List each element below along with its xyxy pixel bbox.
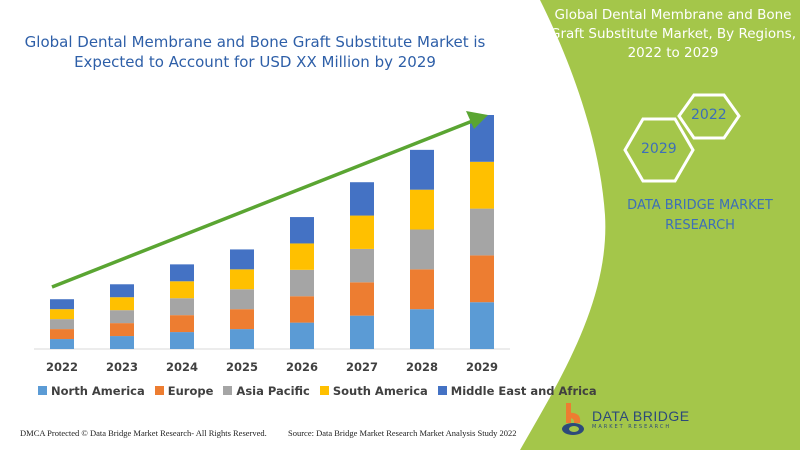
x-tick-2029: 2029 xyxy=(466,360,498,374)
bar-2025-europe xyxy=(230,309,254,330)
bar-2029-north-america xyxy=(470,302,494,349)
hex-label-2022: 2022 xyxy=(691,107,727,123)
bar-2026-south-america xyxy=(290,243,314,270)
bar-2025-asia-pacific xyxy=(230,289,254,310)
bar-2028-asia-pacific xyxy=(410,229,434,270)
bar-2022-north-america xyxy=(50,339,74,349)
trend-arrowhead xyxy=(466,111,488,129)
bar-2027-europe xyxy=(350,282,374,316)
logo-subtext: MARKET RESEARCH xyxy=(592,424,672,430)
brand-text: DATA BRIDGE MARKET RESEARCH xyxy=(627,198,773,233)
bar-2029-asia-pacific xyxy=(470,208,494,256)
x-tick-2022: 2022 xyxy=(46,360,78,374)
bar-2022-europe xyxy=(50,329,74,340)
bar-2029-south-america xyxy=(470,161,494,209)
panel-title: Global Dental Membrane and Bone Graft Su… xyxy=(550,7,796,61)
bar-2026-middle-east-and-africa xyxy=(290,217,314,244)
x-tick-2028: 2028 xyxy=(406,360,438,374)
bar-2026-north-america xyxy=(290,322,314,349)
chart-title: Global Dental Membrane and Bone Graft Su… xyxy=(24,33,486,71)
legend-label: Middle East and Africa xyxy=(450,384,597,398)
bar-2024-south-america xyxy=(170,281,194,299)
bar-2028-south-america xyxy=(410,189,434,230)
bars xyxy=(50,115,494,349)
bar-2028-middle-east-and-africa xyxy=(410,149,434,190)
bar-2025-south-america xyxy=(230,269,254,290)
bar-2027-north-america xyxy=(350,315,374,349)
bar-2024-middle-east-and-africa xyxy=(170,264,194,282)
legend-item-europe: Europe xyxy=(154,384,214,398)
bar-2028-europe xyxy=(410,269,434,310)
bar-2022-asia-pacific xyxy=(50,319,74,330)
legend-label: Europe xyxy=(167,384,214,398)
legend-item-middle-east-and-africa: Middle East and Africa xyxy=(437,384,597,398)
legend-swatch xyxy=(223,386,233,395)
trend-arrow xyxy=(51,118,476,289)
bar-2027-middle-east-and-africa xyxy=(350,182,374,216)
bar-2023-south-america xyxy=(110,297,134,311)
bar-2024-north-america xyxy=(170,332,194,349)
x-ticks: 2022 2023 2024 2025 2026 2027 2028 2029 xyxy=(46,360,498,374)
bar-2025-middle-east-and-africa xyxy=(230,249,254,270)
legend-label: South America xyxy=(332,384,428,398)
logo-icon xyxy=(562,403,584,435)
copyright: DMCA Protected © Data Bridge Market Rese… xyxy=(20,428,267,438)
bar-2023-north-america xyxy=(110,336,134,349)
bar-2023-asia-pacific xyxy=(110,310,134,324)
bar-2026-europe xyxy=(290,296,314,323)
x-tick-2025: 2025 xyxy=(226,360,258,374)
hexagon-2029 xyxy=(623,117,695,183)
x-tick-2027: 2027 xyxy=(346,360,378,374)
source: Source: Data Bridge Market Research Mark… xyxy=(288,428,517,438)
bar-2029-europe xyxy=(470,255,494,303)
x-tick-2023: 2023 xyxy=(106,360,138,374)
x-tick-2024: 2024 xyxy=(166,360,198,374)
hexagon-2022 xyxy=(677,93,741,140)
logo-text: DATA BRIDGE xyxy=(592,408,690,424)
logo: DATA BRIDGE MARKET RESEARCH xyxy=(560,401,690,437)
bar-2027-south-america xyxy=(350,215,374,249)
x-tick-2026: 2026 xyxy=(286,360,318,374)
legend-swatch xyxy=(38,386,47,395)
bar-2028-north-america xyxy=(410,309,434,349)
bar-2023-middle-east-and-africa xyxy=(110,284,134,298)
legend-swatch xyxy=(154,386,164,395)
bar-2022-middle-east-and-africa xyxy=(50,299,74,310)
bar-2024-asia-pacific xyxy=(170,298,194,316)
legend: North America Europe Asia Pacific South Ame… xyxy=(38,384,597,398)
legend-item-asia-pacific: Asia Pacific xyxy=(223,384,310,398)
legend-label: North America xyxy=(51,384,145,398)
bar-2027-asia-pacific xyxy=(350,248,374,283)
bar-2022-south-america xyxy=(50,309,74,320)
legend-swatch xyxy=(319,386,329,395)
hex-label-2029: 2029 xyxy=(641,141,677,157)
legend-item-south-america: South America xyxy=(319,384,428,398)
side-panel xyxy=(520,0,800,450)
legend-swatch xyxy=(437,386,447,395)
bar-2023-europe xyxy=(110,323,134,337)
bar-2026-asia-pacific xyxy=(290,269,314,297)
bar-2024-europe xyxy=(170,315,194,333)
legend-item-north-america: North America xyxy=(38,384,145,398)
bar-2025-north-america xyxy=(230,329,254,349)
legend-label: Asia Pacific xyxy=(236,384,310,398)
